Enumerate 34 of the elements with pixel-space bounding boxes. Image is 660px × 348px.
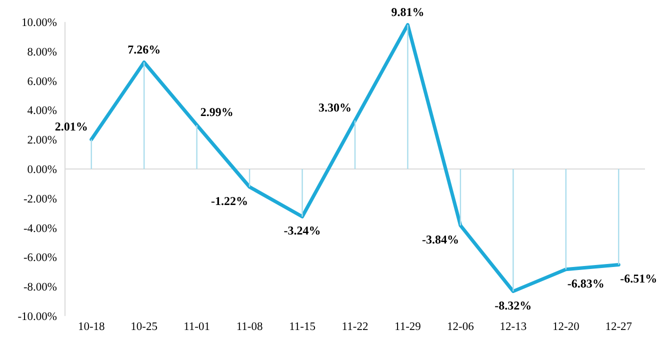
data-label: -8.32% — [494, 298, 532, 312]
line-series — [90, 23, 620, 294]
data-label: -6.51% — [620, 272, 658, 286]
y-tick-label: 2.00% — [27, 134, 58, 147]
data-label: -1.22% — [211, 194, 248, 208]
y-tick-label: -2.00% — [23, 193, 58, 206]
y-tick-label: 6.00% — [27, 76, 58, 88]
x-tick-label: 11-08 — [236, 321, 263, 333]
data-label: 3.30% — [318, 100, 352, 114]
data-label: 2.01% — [54, 119, 88, 134]
y-tick-label: 4.00% — [27, 105, 58, 118]
x-tick-label: 12-27 — [605, 321, 632, 333]
data-label: 9.81% — [391, 4, 424, 19]
data-label: -3.24% — [284, 224, 321, 238]
x-tick-label: 11-29 — [394, 321, 422, 333]
x-tick-label: 11-01 — [184, 321, 210, 333]
data-label: -3.84% — [422, 232, 459, 246]
y-tick-label: 8.00% — [27, 46, 58, 58]
x-tick-label: 10-25 — [130, 321, 158, 333]
y-tick-label: -8.00% — [23, 282, 58, 294]
x-tick-label: 11-22 — [342, 321, 368, 333]
y-tick-label: -6.00% — [23, 252, 58, 264]
x-tick-label: 12-13 — [500, 321, 527, 333]
y-tick-label: 10.00% — [22, 17, 58, 30]
x-tick-label: 12-20 — [552, 321, 580, 333]
x-tick-label: 12-06 — [447, 321, 474, 333]
data-label: -6.83% — [567, 276, 604, 290]
y-tick-label: 0.00% — [27, 164, 58, 176]
y-tick-label: -4.00% — [23, 222, 58, 235]
data-label: 7.26% — [128, 42, 161, 56]
data-label: 2.99% — [200, 105, 234, 120]
x-tick-label: 10-18 — [78, 321, 106, 333]
y-tick-label: -10.00% — [18, 311, 58, 324]
x-tick-label: 11-15 — [289, 321, 316, 333]
